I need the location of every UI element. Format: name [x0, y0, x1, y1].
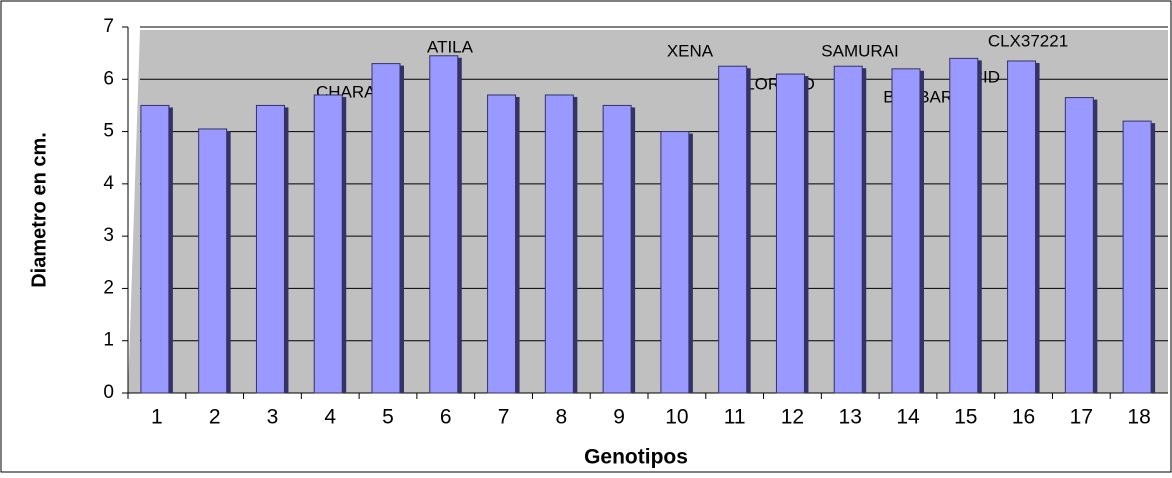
x-tick-label: 6 [440, 406, 452, 429]
bar [1064, 97, 1094, 394]
y-tick-label: 5 [103, 121, 114, 142]
y-tick-label: 0 [103, 382, 114, 403]
bar-side [283, 107, 289, 393]
bar-side [399, 65, 404, 393]
bar-side [687, 133, 693, 394]
bar [544, 94, 574, 394]
y-tick-label: 7 [103, 16, 114, 37]
bar-side [861, 68, 867, 393]
annotation: SAMURAI [821, 41, 898, 60]
bar [255, 104, 285, 394]
bar [775, 73, 805, 394]
x-tick-label: 11 [724, 406, 746, 429]
y-tick-label: 4 [103, 173, 114, 194]
bar [949, 57, 979, 394]
x-tick-label: 5 [382, 406, 394, 429]
y-axis-title: Diametro en cm. [28, 132, 50, 288]
x-tick-label: 12 [781, 406, 804, 429]
x-tick-label: 15 [954, 406, 977, 429]
x-tick-label: 8 [555, 406, 567, 429]
y-tick-label: 6 [103, 68, 114, 89]
y-tick-label: 3 [103, 225, 114, 246]
annotation: XENA [667, 41, 714, 60]
bar-side [1092, 99, 1098, 393]
bar-side [225, 130, 231, 393]
bar-side [341, 96, 347, 393]
x-tick-label: 16 [1012, 406, 1035, 429]
bar-side [572, 96, 578, 393]
x-tick-label: 2 [209, 406, 221, 429]
bar [198, 128, 228, 394]
x-tick-label: 9 [613, 406, 625, 429]
annotation: CLX37221 [988, 31, 1068, 50]
bar [371, 63, 401, 394]
x-axis-title: Genotipos [584, 446, 688, 469]
bar-side [745, 68, 751, 393]
bar-side [630, 107, 636, 393]
bar [487, 94, 517, 394]
x-tick-label: 10 [665, 406, 688, 429]
bar-side [1150, 123, 1156, 393]
x-tick-label: 3 [267, 406, 279, 429]
x-tick-label: 1 [151, 406, 163, 429]
bar-side [1034, 62, 1040, 393]
bar [1122, 120, 1152, 394]
bar [833, 65, 863, 394]
bar-side [167, 107, 173, 393]
x-tick-label: 4 [324, 406, 336, 429]
bar [660, 131, 690, 394]
bar [602, 104, 632, 394]
bar-side [976, 60, 982, 393]
bar [1007, 60, 1037, 394]
bar [313, 94, 343, 394]
x-tick-label: 14 [896, 406, 920, 429]
x-tick-label: 17 [1070, 406, 1093, 429]
annotation: ATILA [427, 37, 474, 56]
x-tick-label: 7 [498, 406, 510, 429]
bar-side [456, 57, 462, 393]
x-tick-label: 18 [1127, 406, 1150, 429]
bar-side [919, 70, 924, 393]
bar [718, 65, 748, 394]
bar-side [514, 96, 520, 393]
bar-side [803, 76, 809, 394]
bar [891, 68, 921, 394]
y-tick-label: 2 [103, 277, 114, 298]
x-tick-label: 13 [839, 406, 862, 429]
bar [140, 104, 170, 394]
y-tick-label: 1 [103, 330, 114, 351]
bar [429, 55, 459, 394]
